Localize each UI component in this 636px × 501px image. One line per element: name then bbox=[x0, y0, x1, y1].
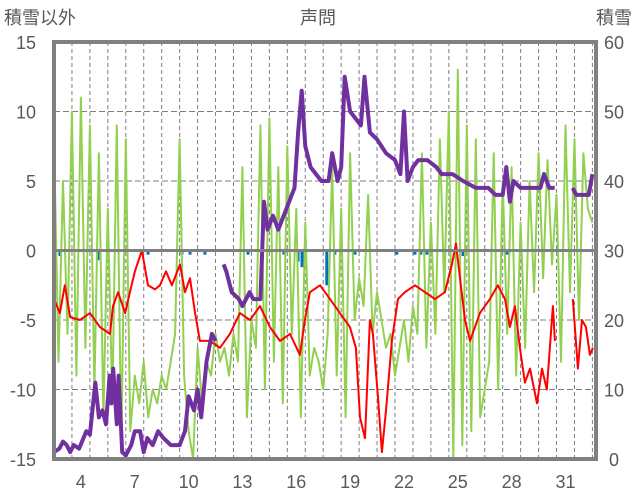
precipitation-bar bbox=[282, 250, 286, 255]
precipitation-bar bbox=[461, 250, 465, 257]
x-tick-label: 25 bbox=[448, 472, 468, 492]
precipitation-bar bbox=[188, 250, 192, 255]
x-tick-label: 10 bbox=[179, 472, 199, 492]
left-tick-label: -15 bbox=[10, 450, 36, 470]
right-axis-label: 積雪 bbox=[596, 8, 632, 29]
x-tick-label: 28 bbox=[502, 472, 522, 492]
left-tick-label: 0 bbox=[26, 242, 36, 262]
snow_depth-line bbox=[52, 74, 595, 458]
precipitation-bar bbox=[395, 250, 399, 255]
precipitation-bar bbox=[96, 250, 100, 261]
x-tick-label: 16 bbox=[286, 472, 306, 492]
left-tick-label: 5 bbox=[26, 172, 36, 192]
precipitation-bar bbox=[419, 250, 423, 255]
x-tick-label: 7 bbox=[130, 472, 140, 492]
left-tick-label: -5 bbox=[20, 311, 36, 331]
right-tick-label: 60 bbox=[604, 33, 624, 53]
right-tick-label: 50 bbox=[604, 103, 624, 123]
x-tick-label: 19 bbox=[340, 472, 360, 492]
left-axis-label: 積雪以外 bbox=[4, 8, 76, 29]
right-tick-label: 40 bbox=[604, 172, 624, 192]
precipitation-bar bbox=[325, 250, 329, 286]
right-tick-label: 0 bbox=[609, 450, 619, 470]
x-tick-label: 22 bbox=[394, 472, 414, 492]
left-tick-label: -10 bbox=[10, 381, 36, 401]
left-tick-label: 15 bbox=[16, 33, 36, 53]
precipitation-bar bbox=[246, 250, 250, 255]
right-tick-label: 30 bbox=[604, 242, 624, 262]
temperature-line bbox=[53, 242, 594, 454]
chart-title: 声問 bbox=[300, 8, 336, 29]
plot-border bbox=[52, 40, 598, 461]
precipitation-bar bbox=[203, 250, 207, 255]
precipitation-bar bbox=[505, 250, 509, 255]
plot-frame bbox=[52, 40, 598, 461]
x-tick-label: 13 bbox=[232, 472, 252, 492]
precipitation-bar bbox=[58, 250, 62, 257]
series-lines bbox=[52, 68, 595, 460]
precipitation-bar bbox=[353, 250, 357, 255]
precipitation-bar bbox=[413, 250, 417, 255]
x-tick-label: 31 bbox=[555, 472, 575, 492]
precipitation-bar bbox=[425, 250, 429, 255]
x-tick-label: 4 bbox=[76, 472, 86, 492]
right-tick-label: 10 bbox=[604, 381, 624, 401]
precipitation-bar bbox=[146, 250, 150, 255]
precipitation-bar bbox=[300, 250, 304, 268]
right-tick-label: 20 bbox=[604, 311, 624, 331]
left-tick-label: 10 bbox=[16, 103, 36, 123]
